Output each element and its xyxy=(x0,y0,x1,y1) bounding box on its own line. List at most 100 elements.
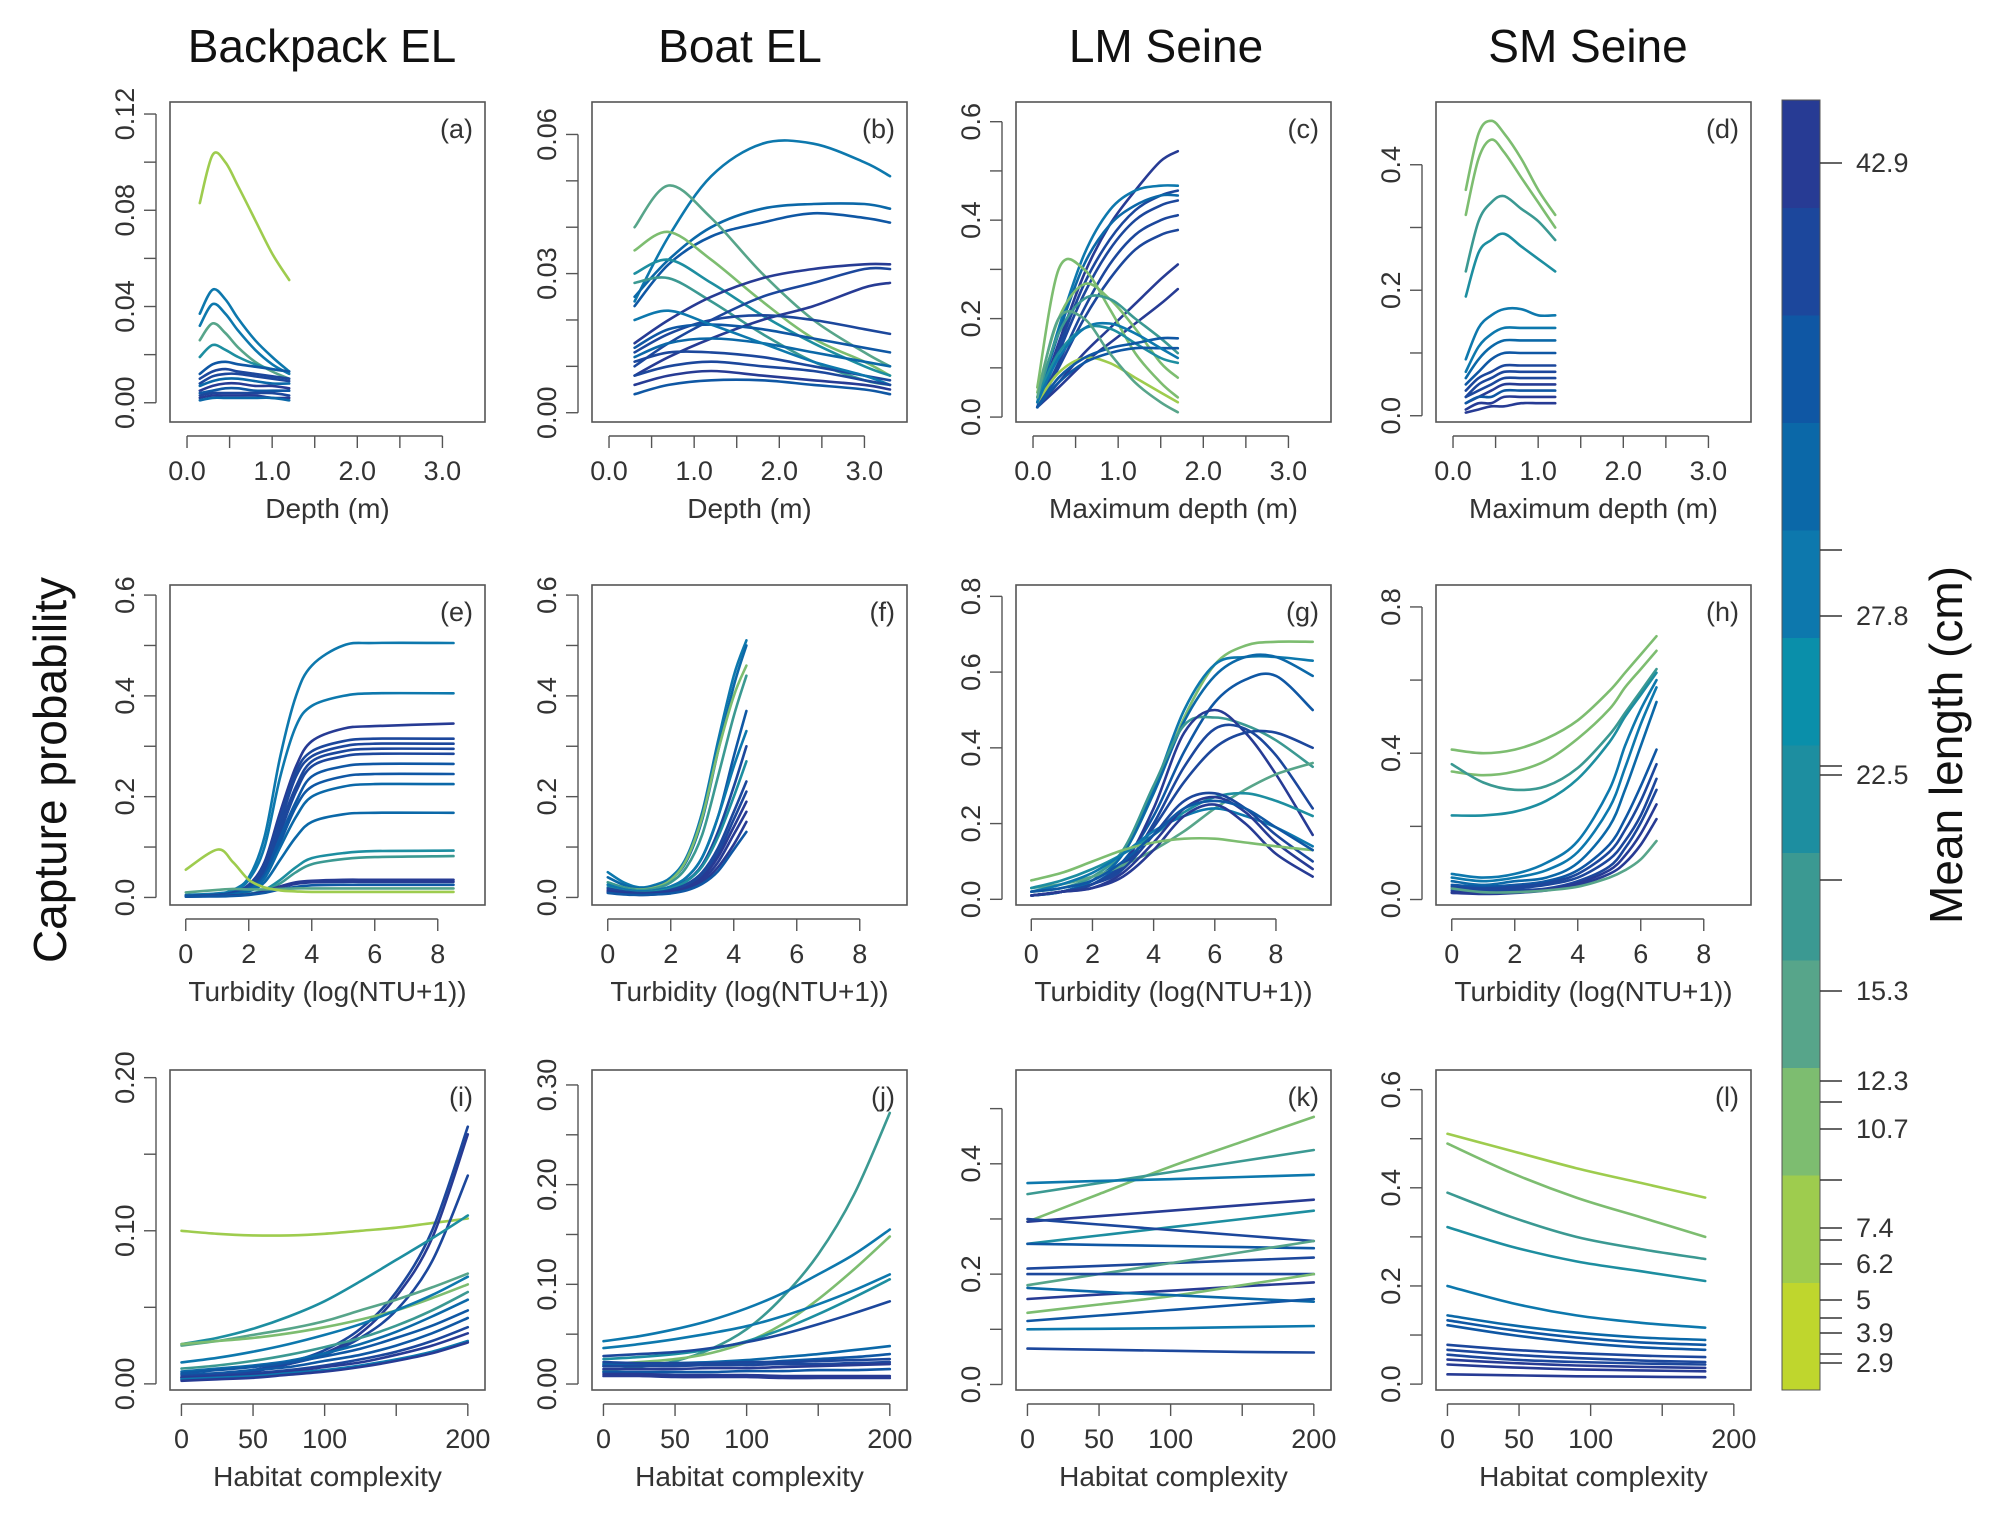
series-line xyxy=(198,287,291,373)
series-group xyxy=(1036,149,1180,414)
series-line xyxy=(1446,1142,1707,1239)
x-tick-label: 4 xyxy=(1146,939,1161,969)
series-line xyxy=(1464,382,1557,405)
x-tick-label: 50 xyxy=(1504,1424,1534,1454)
series-line xyxy=(1450,634,1658,755)
series-line xyxy=(198,151,291,282)
series-line xyxy=(198,360,291,376)
series-line xyxy=(1026,1272,1316,1315)
series-line xyxy=(1446,1343,1707,1359)
colorbar-tick-label: 6.2 xyxy=(1856,1249,1894,1279)
colorbar-tick-label: 2.9 xyxy=(1856,1348,1894,1378)
series-line xyxy=(198,396,291,402)
x-tick-label: 100 xyxy=(302,1424,347,1454)
y-tick-label: 0.4 xyxy=(1376,146,1406,184)
y-tick-label: 0.0 xyxy=(1376,397,1406,435)
series-group xyxy=(1450,634,1658,896)
series-line xyxy=(1026,1324,1316,1331)
x-tick-label: 1.0 xyxy=(675,456,713,486)
x-axis-title: Maximum depth (m) xyxy=(1469,493,1718,524)
x-tick-label: 8 xyxy=(1696,939,1711,969)
colorbar-band xyxy=(1782,960,1820,1068)
colorbar-band xyxy=(1782,637,1820,746)
x-axis-title: Turbidity (log(NTU+1)) xyxy=(1034,976,1312,1007)
y-tick-label: 0.20 xyxy=(110,1051,140,1104)
series-line xyxy=(1026,1297,1316,1323)
series-line xyxy=(633,262,892,345)
series-line xyxy=(633,184,892,368)
series-group xyxy=(1464,119,1557,414)
series-line xyxy=(1026,1173,1316,1185)
panel-g: 0 2 4 6 8 Turbidity (log(NTU+1)) 0.0 0.2 0.4 0.6 0… xyxy=(956,578,1332,1007)
x-tick-label: 1.0 xyxy=(1519,456,1557,486)
colorbar-bands xyxy=(1782,100,1820,1391)
panel-frame xyxy=(1435,1069,1752,1391)
series-line xyxy=(1446,1132,1707,1199)
x-tick-label: 2 xyxy=(241,939,256,969)
series-line xyxy=(633,211,892,308)
series-line xyxy=(1446,1323,1707,1352)
colorbar-band xyxy=(1782,207,1820,316)
series-line xyxy=(1450,686,1658,883)
y-tick-label: 0.8 xyxy=(1376,588,1406,626)
series-line xyxy=(1446,1363,1707,1373)
panel-tag: (i) xyxy=(449,1082,473,1112)
series-group xyxy=(1026,1115,1316,1354)
panel-tag: (l) xyxy=(1715,1082,1739,1112)
x-axis-title: Habitat complexity xyxy=(213,1461,442,1492)
series-line xyxy=(184,887,455,894)
x-tick-label: 0.0 xyxy=(1014,456,1052,486)
series-line xyxy=(602,1273,892,1350)
colorbar-band xyxy=(1782,530,1820,638)
series-line xyxy=(633,369,892,391)
x-tick-label: 6 xyxy=(789,939,804,969)
y-tick-label: 0.2 xyxy=(956,805,986,843)
series-line xyxy=(1446,1358,1707,1370)
series-line xyxy=(180,1217,470,1237)
series-line xyxy=(1446,1225,1707,1283)
series-line xyxy=(633,139,892,303)
y-tick-label: 0.6 xyxy=(110,576,140,614)
column-title-sm-seine: SM Seine xyxy=(1488,20,1687,72)
x-tick-label: 2.0 xyxy=(761,456,799,486)
x-axis-title: Turbidity (log(NTU+1)) xyxy=(1454,976,1732,1007)
x-tick-label: 100 xyxy=(724,1424,769,1454)
colorbar-band xyxy=(1782,852,1820,961)
y-tick-label: 0.2 xyxy=(110,778,140,816)
x-tick-label: 100 xyxy=(1148,1424,1193,1454)
series-line xyxy=(1036,228,1180,409)
series-line xyxy=(1464,363,1557,392)
series-line xyxy=(184,747,455,898)
x-tick-label: 2 xyxy=(663,939,678,969)
colorbar-tick-label: 5 xyxy=(1856,1285,1871,1315)
colorbar-band xyxy=(1782,745,1820,853)
x-tick-label: 0 xyxy=(1024,939,1039,969)
series-line xyxy=(602,1300,892,1358)
series-line xyxy=(1026,1198,1316,1223)
x-tick-label: 1.0 xyxy=(1099,456,1137,486)
series-line xyxy=(1450,839,1658,894)
series-line xyxy=(1446,1191,1707,1261)
panel-frame xyxy=(1435,584,1752,906)
x-tick-label: 2.0 xyxy=(1605,456,1643,486)
x-tick-label: 3.0 xyxy=(1690,456,1728,486)
panel-e: 0 2 4 6 8 Turbidity (log(NTU+1)) 0.0 0.2 0.4 0.6 (… xyxy=(110,576,486,1007)
colorbar-tick-label: 22.5 xyxy=(1856,760,1909,790)
x-axis-title: Turbidity (log(NTU+1)) xyxy=(610,976,888,1007)
series-line xyxy=(1464,395,1557,411)
colorbar-band xyxy=(1782,422,1820,531)
series-line xyxy=(1026,1217,1316,1243)
x-axis-title: Habitat complexity xyxy=(1059,1461,1288,1492)
series-line xyxy=(180,1316,470,1376)
series-line xyxy=(1450,671,1658,817)
series-line xyxy=(1464,388,1557,405)
y-tick-label: 0.0 xyxy=(956,1366,986,1404)
x-tick-label: 0.0 xyxy=(590,456,628,486)
colorbar-tick-label: 3.9 xyxy=(1856,1318,1894,1348)
panel-frame xyxy=(591,1069,908,1391)
panel-tag: (d) xyxy=(1706,114,1739,144)
y-tick-label: 0.20 xyxy=(532,1158,562,1211)
